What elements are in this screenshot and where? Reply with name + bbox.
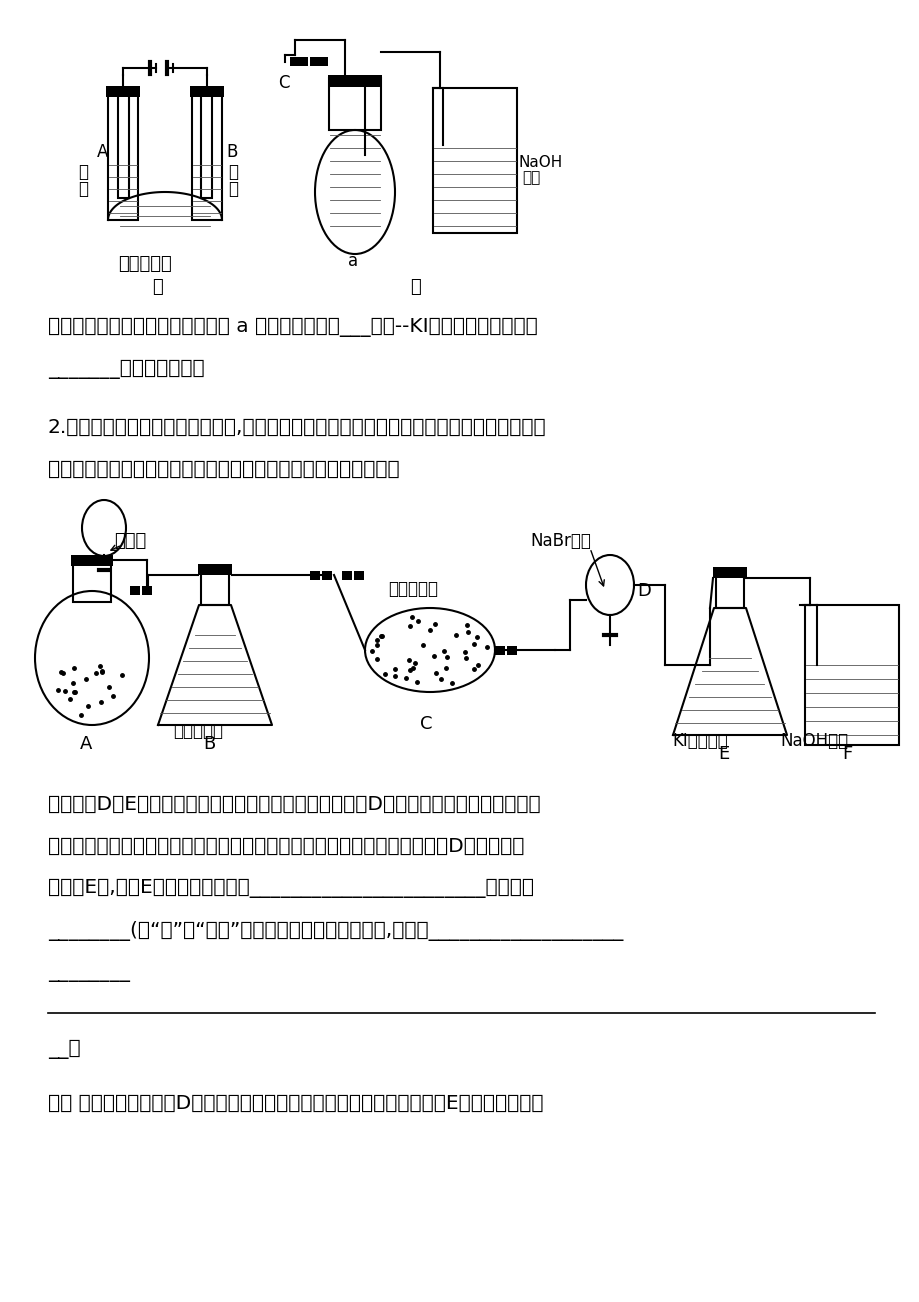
Bar [354, 572, 364, 579]
Bar [190, 86, 223, 98]
Bar [342, 572, 352, 579]
Bar [192, 89, 221, 220]
Bar [289, 57, 308, 66]
Bar [322, 572, 332, 579]
Text: 看到无色溶液逐渐变为红棕色，阐明氯的非金属性不小于溴。打开活塞，将D中的少量溶: 看到无色溶液逐渐变为红棕色，阐明氯的非金属性不小于溴。打开活塞，将D中的少量溶 [48, 837, 524, 855]
Text: D: D [636, 582, 650, 600]
Text: 无水氯化钙: 无水氯化钙 [388, 579, 437, 598]
Text: 2.高锰酸钾是一种典型的强氧化剂,无论在实验室还是在化工生产中均有重要的应用。下图是: 2.高锰酸钾是一种典型的强氧化剂,无论在实验室还是在化工生产中均有重要的应用。下… [48, 418, 546, 437]
Text: 若检查氯气的氧化性，则乙装置的 a 瓶中溶液可以是___淀粉--KI溶液，相应的现象为: 若检查氯气的氧化性，则乙装置的 a 瓶中溶液可以是___淀粉--KI溶液，相应的… [48, 318, 538, 337]
Text: E: E [717, 745, 729, 763]
Text: C: C [420, 715, 432, 733]
Bar [108, 89, 138, 220]
Bar [118, 92, 129, 198]
Text: A: A [96, 143, 108, 161]
Text: __。: __。 [48, 1040, 81, 1059]
Bar [329, 78, 380, 130]
Text: F: F [841, 745, 851, 763]
Bar [142, 586, 152, 595]
Text: ________: ________ [48, 963, 130, 982]
Bar [433, 89, 516, 233]
Bar [310, 572, 320, 579]
Text: 浓盐酸: 浓盐酸 [114, 533, 146, 549]
Text: 碳: 碳 [78, 163, 88, 181]
Bar [200, 92, 211, 198]
Text: 实验室制备氯气并进行一系列有关实验的装置（夹持设备已略）。: 实验室制备氯气并进行一系列有关实验的装置（夹持设备已略）。 [48, 460, 399, 479]
Text: 乙: 乙 [410, 279, 420, 296]
Text: 棒: 棒 [78, 180, 88, 198]
Text: KI溶液和苯: KI溶液和苯 [671, 732, 727, 750]
Bar [71, 555, 113, 566]
Text: NaOH溶液: NaOH溶液 [779, 732, 847, 750]
Bar [506, 646, 516, 655]
Bar [804, 605, 898, 745]
Text: 溶液: 溶液 [521, 171, 539, 185]
Text: a: a [347, 253, 357, 270]
Text: 甲: 甲 [152, 279, 163, 296]
Bar [328, 76, 381, 87]
Text: 棒: 棒 [228, 180, 238, 198]
Text: NaBr溶液: NaBr溶液 [529, 533, 590, 549]
Bar [130, 586, 140, 595]
Bar [494, 646, 505, 655]
Text: 液加入E中,振荡E。观测到的现象是_______________________。该现象: 液加入E中,振荡E。观测到的现象是_______________________… [48, 879, 533, 898]
Text: NaOH: NaOH [518, 155, 562, 171]
Text: 饱和食盐水: 饱和食盐水 [118, 255, 172, 273]
Text: C: C [278, 74, 289, 92]
Text: A: A [80, 736, 92, 753]
Text: B: B [203, 736, 215, 753]
Bar [198, 564, 232, 575]
Text: 设计装置D、E的目的是比较氯、溴、碘的非金属性。当向D中缓缓通入足量氯气时，可以: 设计装置D、E的目的是比较氯、溴、碘的非金属性。当向D中缓缓通入足量氯气时，可以 [48, 796, 540, 814]
Bar [712, 566, 746, 578]
Bar [73, 559, 111, 602]
Bar [310, 57, 328, 66]
Text: 碳: 碳 [228, 163, 238, 181]
Bar [715, 570, 743, 608]
Text: B: B [226, 143, 237, 161]
Text: 饱和食盐水: 饱和食盐水 [173, 723, 222, 740]
Bar [200, 566, 229, 605]
Bar [106, 86, 140, 98]
Text: 解析 打开活塞，将装置D中含溴单质的少量溶液加入含碘化钾和苯的装置E中，溴单质和碘: 解析 打开活塞，将装置D中含溴单质的少量溶液加入含碘化钾和苯的装置E中，溴单质和… [48, 1094, 543, 1113]
Text: _______溶液变为蓝色。: _______溶液变为蓝色。 [48, 359, 204, 379]
Text: ________(填“能”或“不能”）阐明溴的非金属性强于碘,因素是___________________: ________(填“能”或“不能”）阐明溴的非金属性强于碘,因素是______… [48, 921, 623, 941]
